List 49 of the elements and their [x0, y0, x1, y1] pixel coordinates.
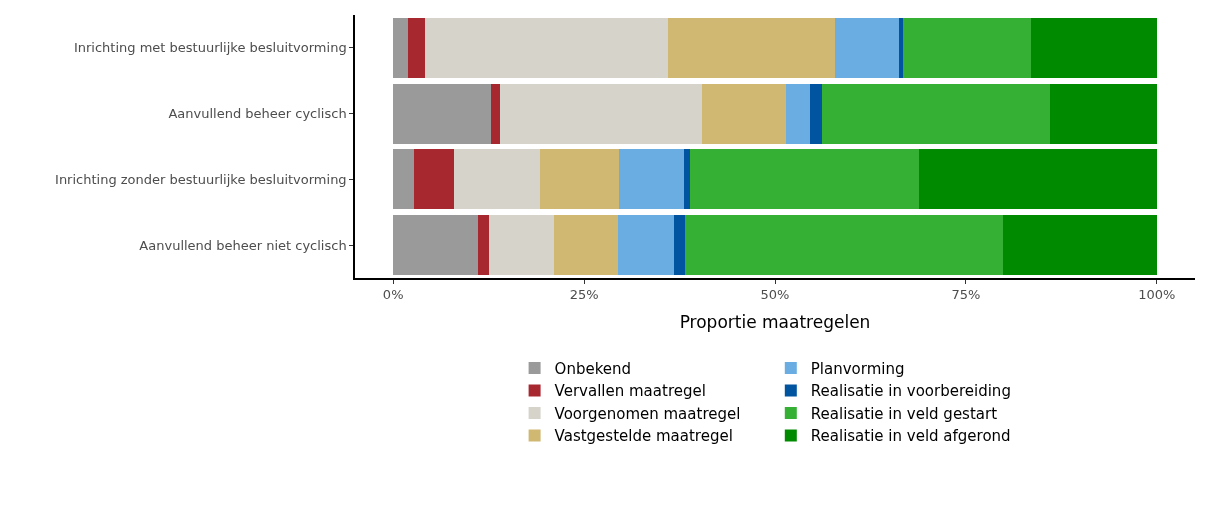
- bar: [554, 215, 619, 276]
- x-tick-label: 0%: [382, 287, 404, 303]
- bar: [786, 83, 811, 144]
- bar: [393, 83, 491, 144]
- bar: [1030, 17, 1157, 78]
- bar: [407, 17, 426, 78]
- bar: [488, 215, 555, 276]
- bar: [674, 215, 685, 276]
- legend-label: Realisatie in veld gestart: [810, 404, 998, 423]
- bar: [822, 83, 1050, 144]
- bar: [490, 83, 501, 144]
- bar: [668, 17, 835, 78]
- y-tick-label: Inrichting zonder bestuurlijke besluitvorming: [55, 171, 347, 187]
- bar: [919, 149, 1157, 210]
- legend-label: Voorgenomen maatregel: [554, 404, 741, 423]
- bar: [684, 215, 1004, 276]
- legend-label: Vastgestelde maatregel: [554, 427, 733, 446]
- legend-label: Vervallen maatregel: [554, 382, 706, 401]
- bar: [834, 17, 899, 78]
- bar: [618, 215, 675, 276]
- bar: [413, 149, 455, 210]
- x-tick-label: 100%: [1138, 287, 1176, 303]
- bar: [1003, 215, 1157, 276]
- y-tick-label: Aanvullend beheer niet cyclisch: [139, 237, 347, 253]
- bar: [684, 149, 691, 210]
- legend-label: Realisatie in voorbereiding: [810, 382, 1011, 401]
- x-tick-label: 75%: [951, 287, 981, 303]
- bar: [539, 149, 620, 210]
- bar: [425, 17, 669, 78]
- x-tick-label: 25%: [569, 287, 599, 303]
- x-tick-label: 50%: [760, 287, 790, 303]
- bar: [393, 17, 408, 78]
- bar: [702, 83, 787, 144]
- bar: [690, 149, 920, 210]
- bar: [810, 83, 823, 144]
- bar: [477, 215, 489, 276]
- bar: [619, 149, 685, 210]
- bar: [1049, 83, 1157, 144]
- bar: [903, 17, 1031, 78]
- y-tick-label: Aanvullend beheer cyclisch: [168, 106, 347, 122]
- bar: [393, 215, 478, 276]
- legend-label: Onbekend: [554, 359, 632, 378]
- y-tick-label: Inrichting met bestuurlijke besluitvorming: [73, 40, 347, 56]
- legend-label: Planvorming: [810, 359, 905, 378]
- legend-label: Realisatie in veld afgerond: [810, 427, 1011, 446]
- x-axis-title: Proportie maatregelen: [679, 312, 871, 333]
- bar: [393, 149, 414, 210]
- bar: [454, 149, 540, 210]
- bar: [500, 83, 703, 144]
